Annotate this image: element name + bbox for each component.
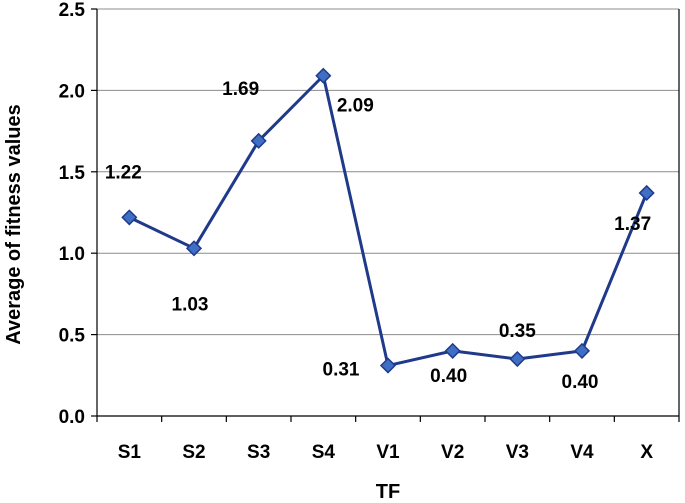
data-label: 0.35 <box>499 321 536 342</box>
data-label: 0.31 <box>323 360 360 381</box>
data-point-marker <box>638 184 655 202</box>
y-tick-label: 1.5 <box>59 163 86 184</box>
data-point-marker <box>315 67 332 84</box>
x-tick-label: V1 <box>376 442 400 463</box>
x-tick-label: S3 <box>247 442 270 463</box>
x-tick-label: V2 <box>441 442 464 463</box>
x-tick-label: S2 <box>182 442 205 463</box>
data-label: 0.40 <box>562 372 599 393</box>
y-tick-label: 2.0 <box>59 81 85 102</box>
data-point-marker <box>121 209 138 226</box>
data-label: 1.03 <box>172 294 209 315</box>
data-point-marker <box>444 342 461 359</box>
data-label: 1.22 <box>105 162 142 183</box>
axes: 0.0 0.5 1.0 1.5 2.0 2.5 S1 S2 S3 S4 V1 V2 V3 V4 X <box>59 0 680 463</box>
y-tick-label: 0.0 <box>59 407 85 428</box>
data-label: 1.37 <box>614 214 651 235</box>
x-tick-label: V3 <box>506 442 529 463</box>
data-point-marker <box>185 240 203 257</box>
x-tick-label: S4 <box>312 442 336 463</box>
x-axis-title: TF <box>376 481 400 503</box>
data-point-marker <box>509 350 526 368</box>
y-tick-label: 2.5 <box>59 0 86 21</box>
data-label: 2.09 <box>337 96 374 117</box>
data-point-marker <box>573 342 591 359</box>
y-tick-label: 1.0 <box>59 244 85 265</box>
data-point-marker <box>379 357 397 374</box>
x-tick-label: X <box>640 442 653 463</box>
y-tick-label: 0.5 <box>59 326 86 347</box>
data-labels: 1.22 1.03 1.69 2.09 0.31 0.40 0.35 0.40 1.37 <box>105 79 651 393</box>
series-layer <box>121 67 655 374</box>
y-axis-title: Average of fitness values <box>3 104 25 344</box>
data-label: 1.69 <box>222 79 259 100</box>
gridlines <box>97 8 679 336</box>
x-tick-label: V4 <box>570 442 594 463</box>
x-tick-label: S1 <box>118 442 142 463</box>
data-point-marker <box>250 132 267 149</box>
series-line <box>128 74 649 368</box>
data-label: 0.40 <box>430 366 467 387</box>
